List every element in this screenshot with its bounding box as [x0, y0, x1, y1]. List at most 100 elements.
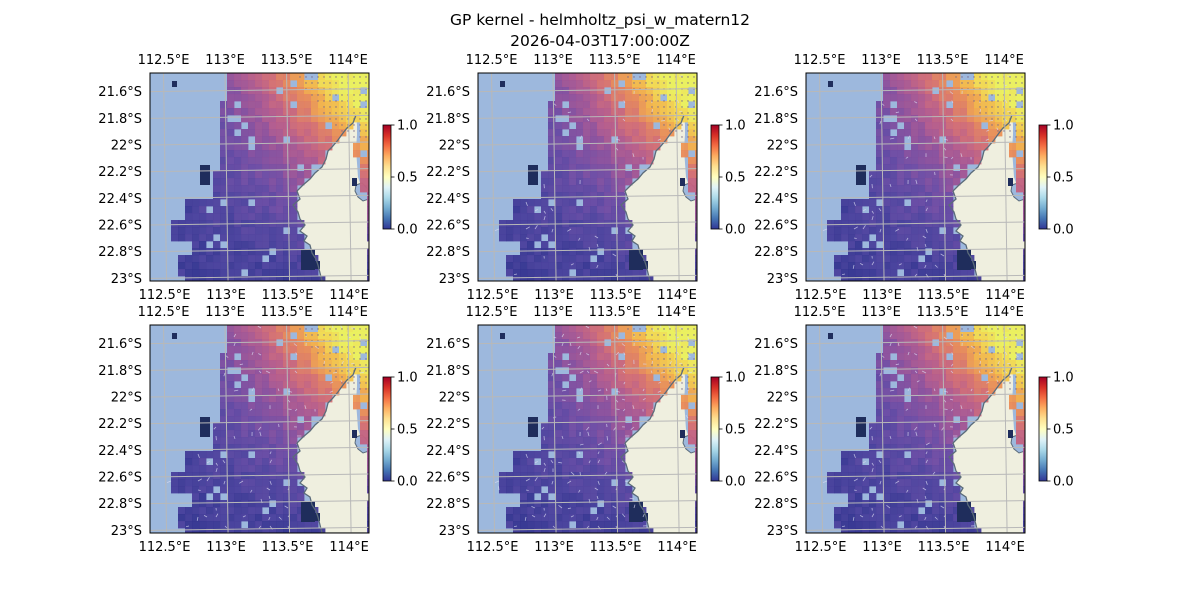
- heat-cell: [576, 374, 584, 382]
- stipple-dot: [365, 352, 367, 354]
- heat-cell: [939, 402, 947, 410]
- stipple-dot: [359, 82, 361, 84]
- stipple-dot: [979, 334, 981, 336]
- heat-cell: [346, 325, 354, 333]
- heat-cell: [199, 521, 207, 529]
- heat-cell: [241, 486, 249, 494]
- heat-cell: [653, 395, 661, 403]
- heat-cell: [618, 360, 626, 368]
- heat-cell: [618, 325, 626, 333]
- heat-cell: [353, 101, 361, 109]
- heat-cell: [883, 374, 891, 382]
- heat-cell: [625, 409, 633, 417]
- heat-cell: [262, 479, 270, 487]
- heat-cell: [883, 108, 891, 116]
- heat-cell: [918, 325, 926, 333]
- heat-cell: [297, 402, 305, 410]
- vector-arrow: [597, 480, 600, 485]
- heat-cell: [688, 164, 696, 172]
- heat-cell: [367, 157, 369, 165]
- heat-cell: [227, 248, 235, 256]
- stipple-dot: [663, 100, 665, 102]
- heat-cell: [918, 157, 926, 165]
- heat-cell: [339, 332, 347, 340]
- heat-cell: [918, 192, 926, 200]
- heat-cell: [890, 486, 898, 494]
- heat-cell: [597, 353, 605, 361]
- heat-cell: [213, 171, 221, 179]
- heat-cell: [604, 381, 612, 389]
- vector-arrow: [561, 435, 564, 440]
- stipple-dot: [985, 364, 987, 366]
- stipple-dot: [967, 328, 969, 330]
- heat-cell: [876, 430, 884, 438]
- heat-cell: [695, 458, 697, 466]
- heat-cell: [360, 136, 368, 144]
- heat-cell: [339, 101, 347, 109]
- stipple-dot: [341, 130, 343, 132]
- heat-cell: [597, 101, 605, 109]
- heat-cell: [1009, 339, 1017, 347]
- heat-cell: [939, 241, 947, 249]
- heat-cell: [548, 213, 556, 221]
- heat-cell: [918, 416, 926, 424]
- heat-cell: [562, 514, 570, 522]
- heat-cell: [220, 479, 228, 487]
- heat-cell: [311, 143, 319, 151]
- heat-cell: [632, 122, 640, 130]
- heat-cell: [890, 444, 898, 452]
- heat-cell: [688, 360, 696, 368]
- heat-cell: [297, 325, 305, 333]
- heat-cell: [206, 227, 214, 235]
- heat-cell: [234, 276, 242, 281]
- heat-cell: [576, 367, 584, 375]
- heat-cell: [171, 479, 179, 487]
- heat-cell: [695, 388, 697, 396]
- lat-tick-label: 22.2°S: [426, 165, 470, 180]
- heat-cell: [890, 269, 898, 277]
- heat-cell: [555, 234, 563, 242]
- heat-cell: [360, 80, 368, 88]
- heat-cell: [227, 80, 235, 88]
- lon-tick-label-top: 113°E: [861, 305, 901, 320]
- stipple-dot: [985, 112, 987, 114]
- vector-arrow: [914, 370, 918, 374]
- lat-tick-label: 22.6°S: [98, 471, 142, 486]
- heat-cell: [681, 150, 689, 158]
- heat-cell: [555, 255, 563, 263]
- heat-cell: [618, 157, 626, 165]
- heat-cell: [918, 353, 926, 361]
- heat-cell: [360, 325, 368, 333]
- heat-cell: [262, 80, 270, 88]
- heat-cell: [248, 521, 256, 529]
- heat-cell: [353, 367, 361, 375]
- heat-cell: [667, 101, 675, 109]
- heat-cell: [206, 451, 214, 459]
- colorbar: 0.00.51.0: [382, 371, 418, 490]
- lon-tick-label-top: 113°E: [861, 53, 901, 68]
- heat-cell: [618, 416, 626, 424]
- stipple-dot: [335, 106, 337, 108]
- heat-cell: [625, 493, 633, 501]
- heat-cell: [506, 220, 514, 228]
- heat-cell: [946, 374, 954, 382]
- heat-cell: [332, 122, 340, 130]
- heat-cell: [353, 73, 361, 81]
- heat-cell: [1023, 80, 1025, 88]
- heat-cell: [653, 325, 661, 333]
- vector-arrow: [350, 362, 355, 365]
- vector-arrow: [642, 388, 645, 392]
- heat-cell: [597, 227, 605, 235]
- heat-cell: [569, 143, 577, 151]
- vector-arrow: [1015, 371, 1021, 374]
- heat-cell: [234, 514, 242, 522]
- heat-cell: [520, 234, 528, 242]
- heat-cell: [590, 500, 598, 508]
- heat-cell: [269, 437, 277, 445]
- vector-arrow: [615, 147, 619, 151]
- stipple-dot: [967, 94, 969, 96]
- heat-cell: [283, 465, 291, 473]
- heat-cell: [262, 227, 270, 235]
- heat-cell: [911, 241, 919, 249]
- heat-cell: [967, 94, 975, 102]
